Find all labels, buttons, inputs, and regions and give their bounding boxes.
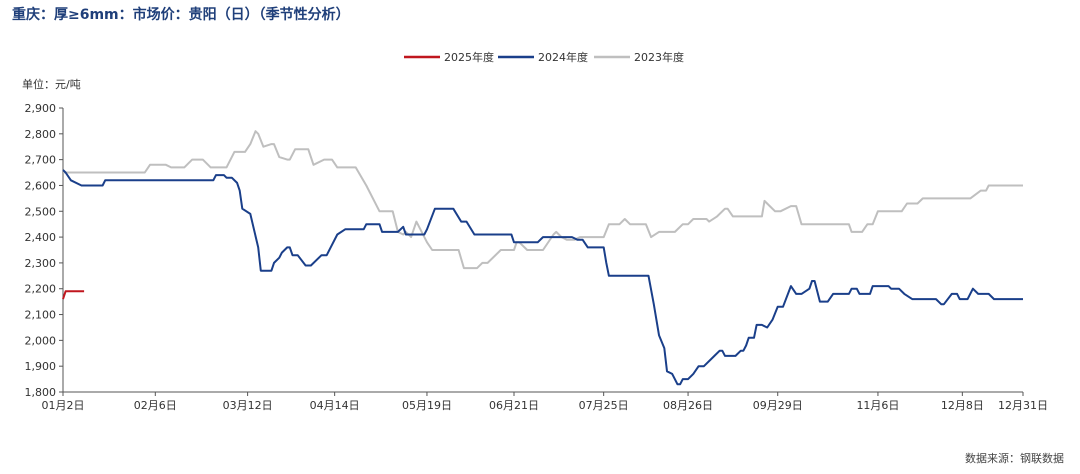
y-tick-label: 2,800 (25, 128, 57, 141)
x-tick-label: 04月14日 (310, 399, 360, 412)
x-tick-label: 12月8日 (941, 399, 984, 412)
series-line (62, 169, 1023, 386)
x-tick-label: 12月31日 (998, 399, 1048, 412)
x-tick-label: 07月25日 (579, 399, 629, 412)
legend: 2025年度 2024年度 2023年度 (404, 50, 684, 64)
x-tick-label: 05月19日 (402, 399, 452, 412)
y-tick-label: 2,600 (25, 179, 57, 192)
series-line (63, 130, 1023, 270)
series-group (62, 130, 1023, 386)
legend-item: 2025年度 (404, 50, 494, 64)
y-tick-label: 1,900 (25, 360, 57, 373)
legend-label: 2025年度 (444, 50, 494, 64)
y-tick-label: 2,100 (25, 309, 57, 322)
x-axis: 01月2日 02月6日 03月12日 04月14日 05月19日 06月21日 07月25日… (42, 391, 1048, 412)
x-tick-label: 01月2日 (42, 399, 85, 412)
chart-title: 重庆：厚≥6mm：市场价：贵阳（日）（季节性分析） (12, 7, 350, 23)
x-tick-label: 03月12日 (223, 399, 273, 412)
y-tick-label: 2,700 (25, 154, 57, 167)
x-tick-label: 02月6日 (134, 399, 177, 412)
x-tick-label: 09月29日 (753, 399, 803, 412)
y-tick-label: 2,300 (25, 257, 57, 270)
y-tick-label: 1,800 (25, 386, 57, 399)
x-tick-label: 08月26日 (663, 399, 713, 412)
y-tick-label: 2,400 (25, 231, 57, 244)
legend-label: 2023年度 (634, 50, 684, 64)
source-note: 数据来源：钢联数据 (965, 452, 1064, 465)
legend-item: 2023年度 (594, 50, 684, 64)
y-tick-label: 2,200 (25, 283, 57, 296)
legend-item: 2024年度 (498, 50, 588, 64)
y-tick-label: 2,500 (25, 205, 57, 218)
x-tick-label: 11月6日 (856, 399, 899, 412)
series-line (62, 290, 85, 300)
y-tick-label: 2,900 (25, 102, 57, 115)
legend-label: 2024年度 (538, 50, 588, 64)
x-tick-label: 06月21日 (489, 399, 539, 412)
unit-label: 单位：元/吨 (22, 77, 81, 91)
y-tick-label: 2,000 (25, 334, 57, 347)
y-axis: 1,800 1,900 2,000 2,100 2,200 2,300 2,400 2,500… (25, 102, 64, 399)
